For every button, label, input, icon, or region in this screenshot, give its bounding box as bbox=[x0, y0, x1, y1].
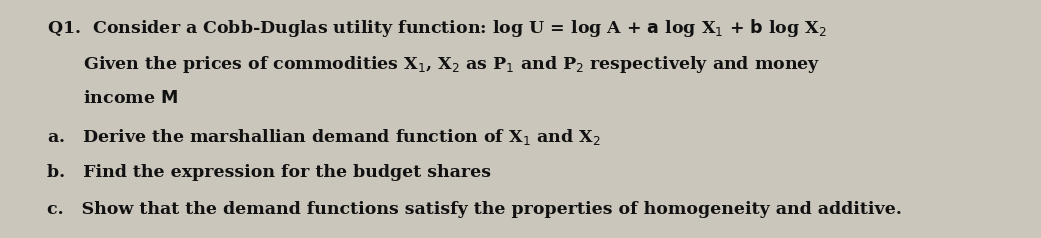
Text: a.   Derive the marshallian demand function of X$_1$ and X$_2$: a. Derive the marshallian demand functio… bbox=[47, 127, 601, 147]
Text: income $\bf{M}$: income $\bf{M}$ bbox=[47, 90, 178, 107]
Text: Given the prices of commodities X$_1$, X$_2$ as P$_1$ and P$_2$ respectively and: Given the prices of commodities X$_1$, X… bbox=[47, 54, 820, 74]
Text: b.   Find the expression for the budget shares: b. Find the expression for the budget sh… bbox=[47, 164, 491, 181]
Text: Q1.  Consider a Cobb-Duglas utility function: log U = log A + $\bf{a}$ log X$_1$: Q1. Consider a Cobb-Duglas utility funct… bbox=[47, 17, 827, 39]
Text: c.   Show that the demand functions satisfy the properties of homogeneity and ad: c. Show that the demand functions satisf… bbox=[47, 201, 902, 218]
